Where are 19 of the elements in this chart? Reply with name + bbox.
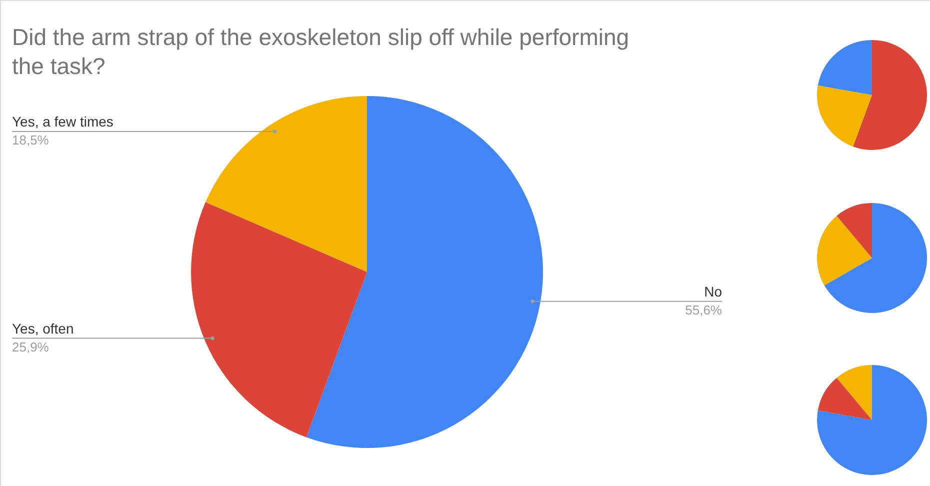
pie-slice	[836, 203, 872, 258]
pie-slice	[818, 40, 872, 95]
slice-label: No	[704, 283, 722, 300]
pie-slice	[824, 203, 927, 313]
slice-label: Yes, a few times	[12, 114, 114, 130]
pie-slice	[817, 365, 927, 475]
data-label: 25,9%	[12, 339, 50, 354]
pie-slice	[817, 216, 872, 286]
pie-slice	[836, 365, 872, 420]
pie-slice	[306, 96, 543, 448]
data-label: 18,5%	[12, 132, 50, 148]
slice-label: Yes, often	[12, 320, 74, 336]
pie-slice	[853, 40, 927, 150]
pie-slice	[191, 202, 367, 438]
pie-slice	[817, 85, 872, 147]
pie-slice	[205, 96, 367, 272]
chart-title: Did the arm strap of the exoskeleton slip off while performing the task?	[12, 24, 630, 79]
data-label: 55,6%	[685, 302, 722, 318]
pie-slice	[818, 378, 872, 420]
